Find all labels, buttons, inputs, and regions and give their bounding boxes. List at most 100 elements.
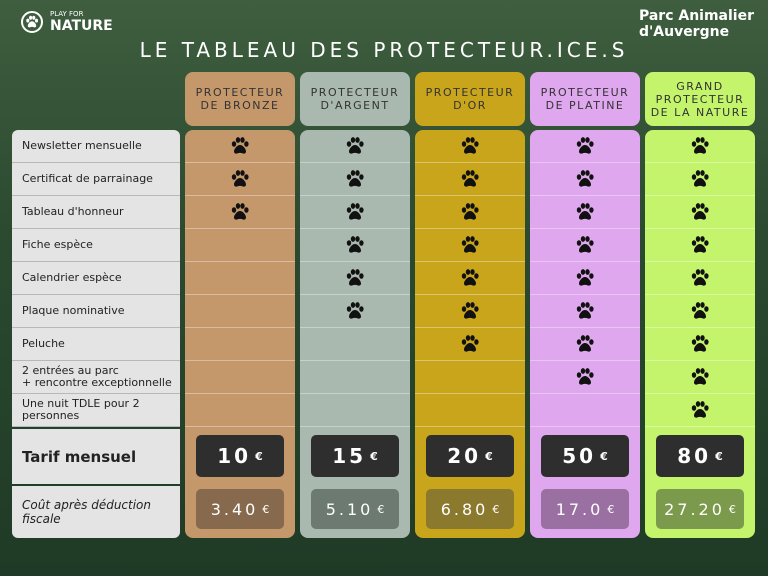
tier-header: PROTECTEUR DE PLATINE (530, 72, 640, 126)
tier-header: PROTECTEUR DE BRONZE (185, 72, 295, 126)
paw-icon (690, 268, 710, 288)
feature-label: Calendrier espèce (12, 262, 180, 295)
paw-icon (345, 169, 365, 189)
price-box: 15 € (311, 435, 399, 477)
row-separator (185, 426, 295, 427)
row-separator (530, 294, 640, 295)
feature-label: Newsletter mensuelle (12, 130, 180, 163)
deduction: 27.20 (664, 499, 725, 519)
feature-label: Tableau d'honneur (12, 196, 180, 229)
paw-icon (575, 268, 595, 288)
paw-icon (575, 334, 595, 354)
paw-icon (230, 169, 250, 189)
tier-column: 15 €5.10 € (300, 130, 410, 538)
row-separator (185, 360, 295, 361)
currency: € (600, 449, 608, 463)
currency: € (370, 449, 378, 463)
tier-name-line: D'OR (453, 99, 487, 112)
paw-icon (575, 235, 595, 255)
tier-name-line: PROTECTEUR (425, 86, 515, 99)
row-separator (185, 393, 295, 394)
row-separator (415, 228, 525, 229)
feature-label: Plaque nominative (12, 295, 180, 328)
paw-icon (230, 136, 250, 156)
row-separator (415, 195, 525, 196)
row-separator (530, 261, 640, 262)
tier-name-line: PROTECTEUR (655, 92, 745, 106)
paw-icon (345, 268, 365, 288)
label-line: Tableau d'honneur (22, 205, 124, 218)
tier-name-line: PROTECTEUR (540, 86, 630, 99)
row-separator (185, 261, 295, 262)
title: LE TABLEAU DES PROTECTEUR.ICE.S (139, 38, 629, 62)
currency: € (377, 502, 385, 516)
tier-name-line: DE PLATINE (545, 99, 625, 112)
deduction: 5.10 (325, 499, 374, 519)
currency: € (492, 502, 500, 516)
paw-icon (575, 367, 595, 387)
price-box: 20 € (426, 435, 514, 477)
feature-label: Fiche espèce (12, 229, 180, 262)
row-separator (645, 294, 755, 295)
price: 15 (332, 444, 367, 468)
deduction: 3.40 (210, 499, 259, 519)
tier-column: 50 €17.0 € (530, 130, 640, 538)
price: 80 (677, 444, 712, 468)
row-separator (530, 393, 640, 394)
paw-icon (690, 202, 710, 222)
logo-icon (21, 11, 43, 33)
label-line: 2 entrées au parc (22, 364, 119, 377)
logo-top: PLAY FOR (50, 10, 84, 18)
feature-label: Une nuit TDLE pour 2 personnes (12, 394, 180, 427)
deduction-label: Coût après déduction fiscale (12, 486, 180, 538)
price-box: 80 € (656, 435, 744, 477)
row-separator (300, 261, 410, 262)
tier-header: GRAND PROTECTEUR DE LA NATURE (645, 72, 755, 126)
paw-icon (460, 202, 480, 222)
tier-header: PROTECTEUR D'OR (415, 72, 525, 126)
paw-icon (690, 169, 710, 189)
paw-icon (345, 301, 365, 321)
currency: € (728, 502, 736, 516)
row-separator (300, 162, 410, 163)
logo-bottom: NATURE (50, 18, 113, 34)
paw-icon (575, 136, 595, 156)
row-separator (300, 327, 410, 328)
row-separator (530, 327, 640, 328)
price-label: Tarif mensuel (12, 429, 180, 484)
row-separator (645, 195, 755, 196)
tier-name-line: PROTECTEUR (310, 86, 400, 99)
row-separator (645, 426, 755, 427)
price: 10 (217, 444, 252, 468)
currency: € (255, 449, 263, 463)
deduction-box: 27.20 € (656, 489, 744, 529)
paw-icon (690, 301, 710, 321)
label-line: personnes (22, 409, 80, 422)
tier-name-line: PROTECTEUR (195, 86, 285, 99)
label-line: Certificat de parrainage (22, 172, 153, 185)
row-separator (185, 162, 295, 163)
row-separator (300, 426, 410, 427)
paw-icon (345, 235, 365, 255)
deduction-box: 5.10 € (311, 489, 399, 529)
paw-icon (690, 400, 710, 420)
price: 20 (447, 444, 482, 468)
row-separator (185, 228, 295, 229)
paw-icon (690, 136, 710, 156)
row-separator (415, 360, 525, 361)
logo-line: Parc Animalier (638, 8, 754, 24)
label-line: fiscale (22, 512, 61, 526)
row-separator (185, 294, 295, 295)
row-separator (300, 393, 410, 394)
tier-column: 10 €3.40 € (185, 130, 295, 538)
row-separator (645, 360, 755, 361)
paw-icon (690, 235, 710, 255)
label-line: Calendrier espèce (22, 271, 122, 284)
price-box: 50 € (541, 435, 629, 477)
paw-icon (460, 334, 480, 354)
deduction-box: 3.40 € (196, 489, 284, 529)
row-separator (300, 195, 410, 196)
paw-icon (345, 202, 365, 222)
tier-name-line: GRAND (676, 79, 724, 93)
